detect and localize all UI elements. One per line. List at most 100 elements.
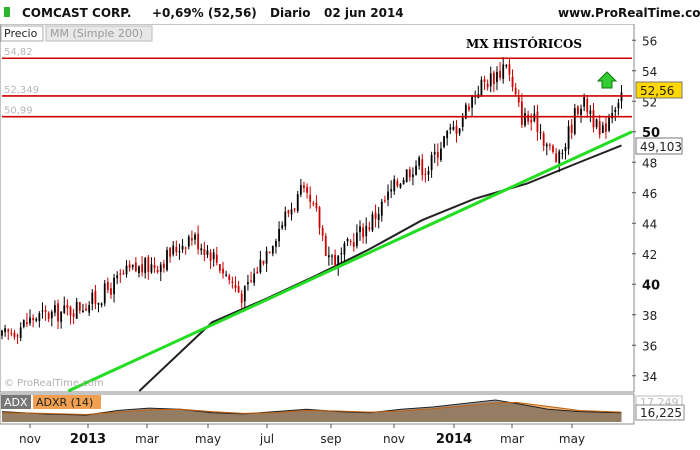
candle-body: [72, 313, 75, 317]
candle-body: [421, 159, 424, 176]
candle-body: [265, 250, 268, 264]
candle-body: [110, 288, 112, 295]
candle-body: [349, 240, 352, 242]
candle-body: [396, 181, 399, 186]
y-tick-label: 38: [642, 309, 657, 323]
candle-body: [318, 207, 321, 228]
candle-body: [440, 148, 442, 160]
trendline-layer: [67, 130, 633, 393]
candle-body: [22, 320, 25, 327]
candle-body: [343, 243, 346, 255]
candle-body: [97, 302, 100, 305]
period-label: Diario: [270, 6, 311, 20]
candle-body: [555, 153, 558, 163]
candle-body: [365, 225, 368, 237]
candle-body: [256, 271, 259, 274]
candle-body: [387, 191, 389, 200]
candle-body: [334, 254, 336, 265]
candle-body: [259, 259, 262, 273]
candle-body: [222, 268, 224, 274]
candle-body: [35, 319, 38, 321]
y-tick-label: 48: [642, 156, 657, 170]
candle-body: [190, 238, 193, 241]
candle-body: [60, 311, 63, 322]
candle-body: [250, 280, 252, 282]
candle-body: [106, 281, 109, 290]
candle-body: [13, 332, 16, 338]
candle-body: [533, 113, 536, 122]
candle-body: [44, 310, 47, 312]
candle-body: [172, 245, 175, 255]
candle-body: [468, 106, 470, 110]
candle-body: [312, 203, 315, 205]
candle-body: [153, 264, 156, 269]
candle-body: [175, 246, 178, 252]
price-change: +0,69% (52,56): [152, 6, 257, 20]
candle-body: [122, 273, 125, 275]
candle-body: [499, 70, 501, 78]
candle-body: [368, 227, 371, 230]
candle-body: [324, 236, 327, 256]
candle-body: [156, 269, 159, 272]
candle-body: [402, 180, 405, 185]
candle-body: [399, 183, 402, 188]
x-tick-label: nov: [383, 432, 405, 446]
watermark: © ProRealTime.com: [4, 378, 104, 389]
candle-body: [134, 262, 137, 272]
candle-body: [614, 109, 617, 113]
adx-legend: ADX: [4, 396, 28, 409]
resistance-label: 52,349: [4, 85, 39, 96]
candle-body: [75, 301, 78, 319]
candle-body: [617, 102, 620, 109]
candle-body: [362, 227, 365, 238]
candle-body: [548, 144, 551, 146]
candle-body: [63, 305, 66, 314]
candle-body: [32, 317, 35, 321]
candle-body: [527, 114, 530, 122]
candle-body: [281, 225, 284, 229]
candle-body: [427, 171, 430, 175]
x-tick-label: may: [195, 432, 221, 446]
candle-body: [514, 87, 517, 95]
candle-body: [486, 83, 489, 88]
candle-body: [57, 303, 59, 322]
candle-body: [203, 249, 206, 255]
candle-body: [545, 144, 548, 147]
candle-body: [16, 335, 19, 337]
candle-body: [228, 275, 231, 281]
candle-body: [561, 153, 564, 155]
candle-body: [583, 97, 586, 107]
ma-legend-box: [45, 25, 153, 42]
candle-body: [536, 111, 539, 132]
candle-body: [150, 264, 153, 273]
support-trendline: [67, 130, 633, 393]
candle-body: [116, 275, 119, 279]
candle-body: [303, 185, 305, 188]
candle-body: [530, 119, 533, 123]
candle-body: [159, 264, 162, 273]
candle-body: [520, 101, 523, 125]
candle-body: [231, 281, 234, 283]
price-legend: Precio: [4, 27, 38, 40]
adx-last-tag: 16,225: [640, 406, 682, 420]
candle-body: [296, 194, 299, 211]
candle-body: [247, 282, 249, 285]
candle-body: [598, 121, 601, 135]
candle-body: [178, 251, 181, 253]
candle-body: [424, 174, 427, 176]
y-tick-label: 34: [642, 370, 657, 384]
candle-body: [390, 189, 393, 192]
candle-body: [82, 310, 84, 313]
candle-body: [119, 273, 122, 275]
candle-body: [287, 210, 290, 214]
candle-body: [384, 200, 386, 202]
ma-legend: MM (Simple 200): [50, 27, 143, 40]
price-legend-box: [0, 25, 44, 42]
candle-body: [19, 327, 22, 338]
y-tick-label: 42: [642, 248, 657, 262]
candle-body: [54, 305, 56, 313]
candle-body: [570, 124, 573, 133]
candle-body: [41, 310, 44, 312]
candle-body: [128, 264, 131, 268]
candle-body: [187, 236, 190, 247]
